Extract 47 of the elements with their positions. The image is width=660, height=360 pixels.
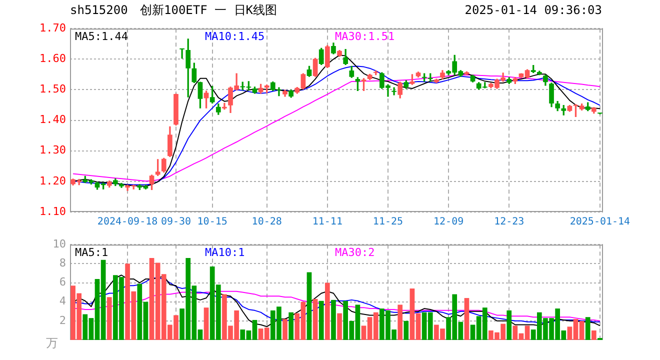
bar <box>312 298 318 340</box>
bar <box>331 300 336 340</box>
series-label: MA5:1 <box>75 246 108 259</box>
x-tick-label: 11-25 <box>372 216 404 228</box>
chart-subtitle: sh515200 <box>70 3 128 17</box>
bar <box>318 300 324 340</box>
y-tick-label: 1.30 <box>40 144 66 157</box>
y-tick-label: 1.10 <box>40 204 66 218</box>
text: MA30:1.51 <box>335 30 395 43</box>
bar <box>398 304 403 340</box>
x-tick-label: 2024-09-18 <box>97 216 158 228</box>
bar <box>306 272 312 340</box>
text: MA10:1.45 <box>205 30 265 43</box>
bar <box>464 298 470 340</box>
x-tick-label: 11-11 <box>312 216 342 228</box>
bar <box>337 313 342 340</box>
bar <box>324 282 330 340</box>
bar <box>591 330 596 340</box>
bar <box>106 297 112 340</box>
y-tick-label: 1.40 <box>40 113 66 126</box>
x-tick-label: 12-09 <box>433 216 464 228</box>
bar <box>204 308 209 340</box>
bar <box>585 317 590 340</box>
y-tick-label: 10 <box>52 237 66 250</box>
text: MA10:1 <box>205 246 245 259</box>
y-tick-label: 1.50 <box>40 82 66 96</box>
y-tick-label: 1.70 <box>40 21 66 34</box>
x-tick-label: 10-28 <box>252 216 282 228</box>
x-tick-label: 10-15 <box>197 216 228 228</box>
bar <box>404 320 409 340</box>
y-axis-title: 万 <box>46 336 58 350</box>
bar <box>506 310 512 340</box>
x-tick-label: 2025-01-14 <box>570 216 630 228</box>
y-tick-label: 1.60 <box>40 52 66 66</box>
y-tick-label: 8 <box>59 256 66 270</box>
bar <box>288 312 294 340</box>
bar <box>282 319 288 340</box>
text: 2025-01-14 09:36:03 <box>464 3 602 17</box>
y-tick-label: 1.20 <box>40 174 66 188</box>
text: MA30:2 <box>335 246 375 259</box>
chart-title: 创新100ETF 一 日K线图 <box>140 3 278 17</box>
y-tick-label: 6 <box>59 276 66 289</box>
x-tick-label: 12-23 <box>494 216 524 228</box>
x-tick-label: 09-30 <box>160 216 192 228</box>
text: MA5:1.44 <box>75 30 128 43</box>
y-tick-label: 2 <box>59 314 66 327</box>
y-tick-label: 4 <box>59 294 66 308</box>
